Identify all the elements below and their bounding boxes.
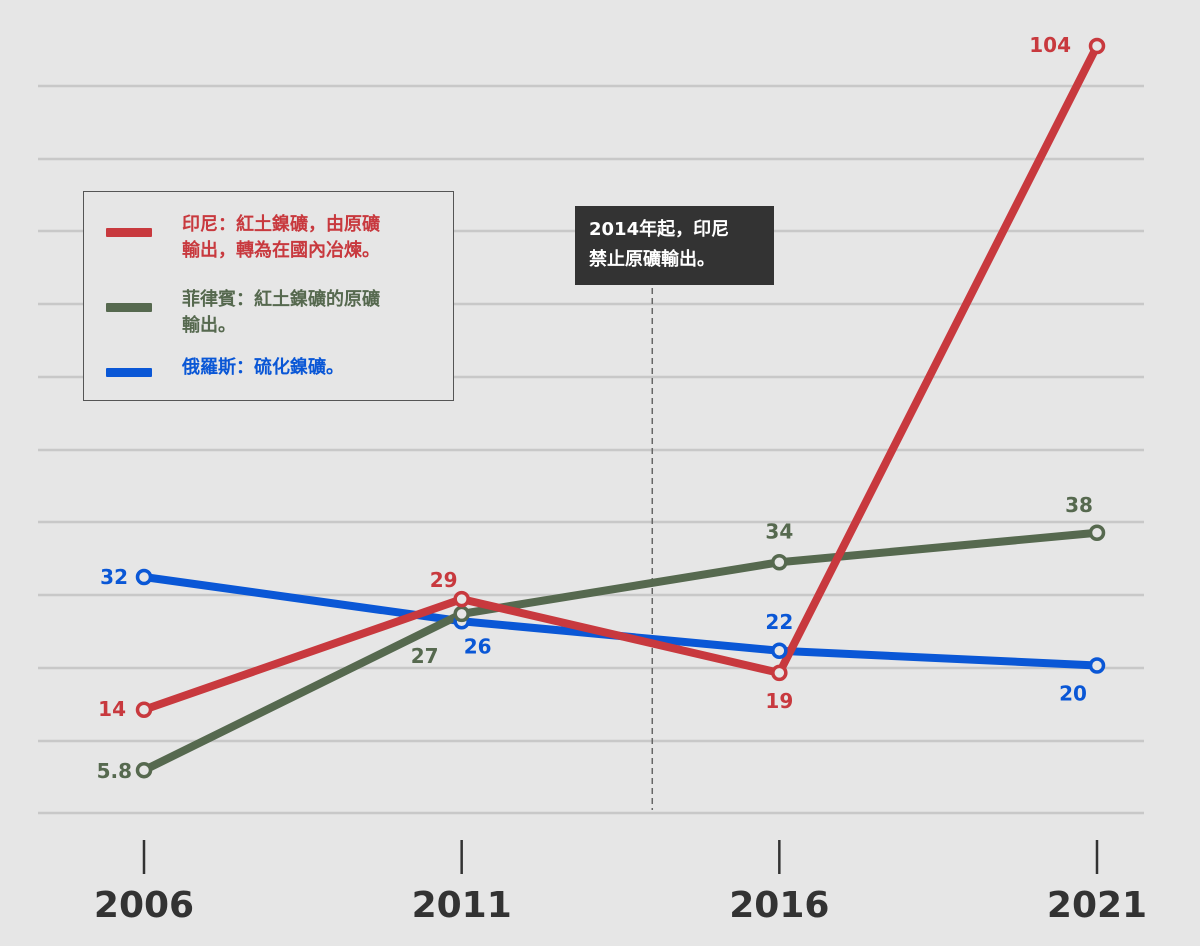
data-point-indonesia — [1088, 37, 1106, 55]
data-label-philippines: 27 — [411, 644, 439, 668]
data-label-indonesia: 104 — [1029, 33, 1071, 57]
legend-swatch-indonesia — [106, 228, 152, 237]
series-lines — [142, 44, 1101, 774]
x-tick-label: 2016 — [729, 885, 829, 926]
annotation-line: 禁止原礦輸出。 — [589, 249, 715, 270]
legend-label-line: 菲律賓：紅土鎳礦的原礦 — [182, 289, 380, 310]
x-tick-label: 2006 — [94, 885, 194, 926]
legend-label-philippines: 菲律賓：紅土鎳礦的原礦 輸出。 — [182, 287, 444, 339]
data-point-indonesia — [135, 701, 153, 718]
data-point-russia — [771, 642, 788, 659]
legend-label-russia: 俄羅斯：硫化鎳礦。 — [182, 355, 444, 381]
series-points — [135, 37, 1106, 779]
data-label-indonesia: 29 — [430, 568, 458, 592]
data-label-philippines: 34 — [765, 519, 793, 543]
legend-label-indonesia: 印尼：紅土鎳礦，由原礦 輸出，轉為在國內冶煉。 — [182, 212, 444, 264]
legend-label-line: 輸出。 — [182, 315, 236, 336]
legend-swatch-russia — [106, 368, 152, 377]
annotation-box: 2014年起，印尼 禁止原礦輸出。 — [575, 206, 774, 285]
legend: 印尼：紅土鎳礦，由原礦 輸出，轉為在國內冶煉。 菲律賓：紅土鎳礦的原礦 輸出。 … — [83, 191, 454, 401]
data-label-russia: 26 — [464, 634, 492, 658]
legend-label-line: 輸出，轉為在國內冶煉。 — [182, 240, 380, 261]
series-line-indonesia — [142, 44, 1101, 714]
data-point-philippines — [453, 605, 470, 623]
data-label-russia: 20 — [1059, 682, 1087, 706]
data-label-philippines: 5.8 — [97, 759, 132, 783]
data-point-philippines — [135, 761, 153, 779]
data-label-indonesia: 19 — [765, 689, 793, 713]
annotation-line: 2014年起，印尼 — [589, 219, 730, 240]
x-tick-label: 2011 — [412, 885, 512, 926]
data-point-indonesia — [453, 590, 470, 608]
legend-swatch-philippines — [106, 303, 152, 312]
data-label-russia: 22 — [765, 610, 793, 634]
data-label-philippines: 38 — [1065, 493, 1093, 517]
data-point-indonesia — [771, 664, 788, 682]
x-tick-label: 2021 — [1047, 885, 1147, 926]
data-labels: 14 29 19 104 5.8 27 34 38 32 26 22 20 — [97, 33, 1093, 783]
data-point-philippines — [1088, 524, 1106, 541]
x-axis: 2006 2011 2016 2021 — [94, 840, 1147, 926]
data-label-russia: 32 — [100, 565, 128, 589]
data-point-russia — [1088, 657, 1106, 674]
data-point-russia — [135, 568, 153, 586]
legend-label-line: 俄羅斯：硫化鎳礦。 — [182, 357, 344, 378]
data-point-philippines — [771, 554, 788, 571]
data-label-indonesia: 14 — [98, 697, 126, 721]
legend-label-line: 印尼：紅土鎳礦，由原礦 — [182, 214, 380, 235]
series-line-philippines — [142, 528, 1098, 774]
